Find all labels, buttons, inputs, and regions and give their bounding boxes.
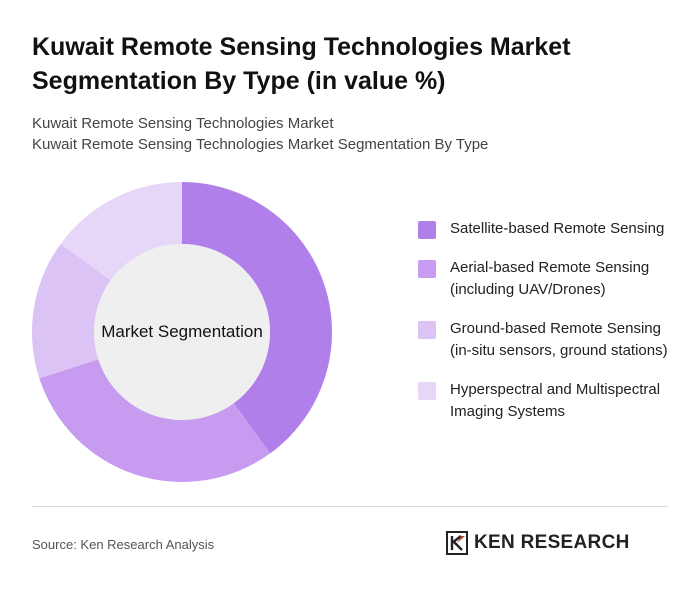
legend-item: Hyperspectral and Multispectral Imaging … (418, 379, 688, 423)
legend-swatch (418, 260, 436, 278)
subtitle-line-1: Kuwait Remote Sensing Technologies Marke… (32, 115, 334, 132)
legend-label: Satellite-based Remote Sensing (450, 220, 665, 237)
donut-slice-1 (182, 182, 332, 454)
legend-label: Aerial-based Remote Sensing (including U… (450, 259, 650, 298)
donut-svg (32, 182, 332, 482)
ken-research-logo-icon (446, 531, 468, 555)
donut-slice-4 (60, 182, 183, 281)
subtitle-line-2: Kuwait Remote Sensing Technologies Marke… (32, 136, 489, 153)
donut-slice-3 (32, 243, 111, 379)
donut-hole (94, 244, 270, 420)
brand-name: KEN RESEARCH (474, 532, 630, 553)
chart-legend: Satellite-based Remote Sensing Aerial-bas… (418, 218, 688, 440)
chart-subtitle: Kuwait Remote Sensing Technologies Marke… (32, 113, 672, 155)
chart-title: Kuwait Remote Sensing Technologies Marke… (32, 33, 571, 95)
footer-divider (32, 506, 668, 507)
legend-label: Ground-based Remote Sensing (in-situ sen… (450, 320, 668, 359)
brand-logo: KEN RESEARCH (446, 530, 630, 556)
legend-swatch (418, 221, 436, 239)
donut-center-label: Market Segmentation (101, 322, 263, 341)
legend-label: Hyperspectral and Multispectral Imaging … (450, 381, 661, 420)
legend-item: Aerial-based Remote Sensing (including U… (418, 257, 688, 301)
donut-chart: Market Segmentation (32, 182, 332, 482)
legend-item: Satellite-based Remote Sensing (418, 218, 688, 240)
donut-slice-2 (39, 359, 271, 482)
source-note: Source: Ken Research Analysis (32, 537, 215, 552)
legend-swatch (418, 321, 436, 339)
legend-item: Ground-based Remote Sensing (in-situ sen… (418, 318, 688, 362)
legend-swatch (418, 382, 436, 400)
